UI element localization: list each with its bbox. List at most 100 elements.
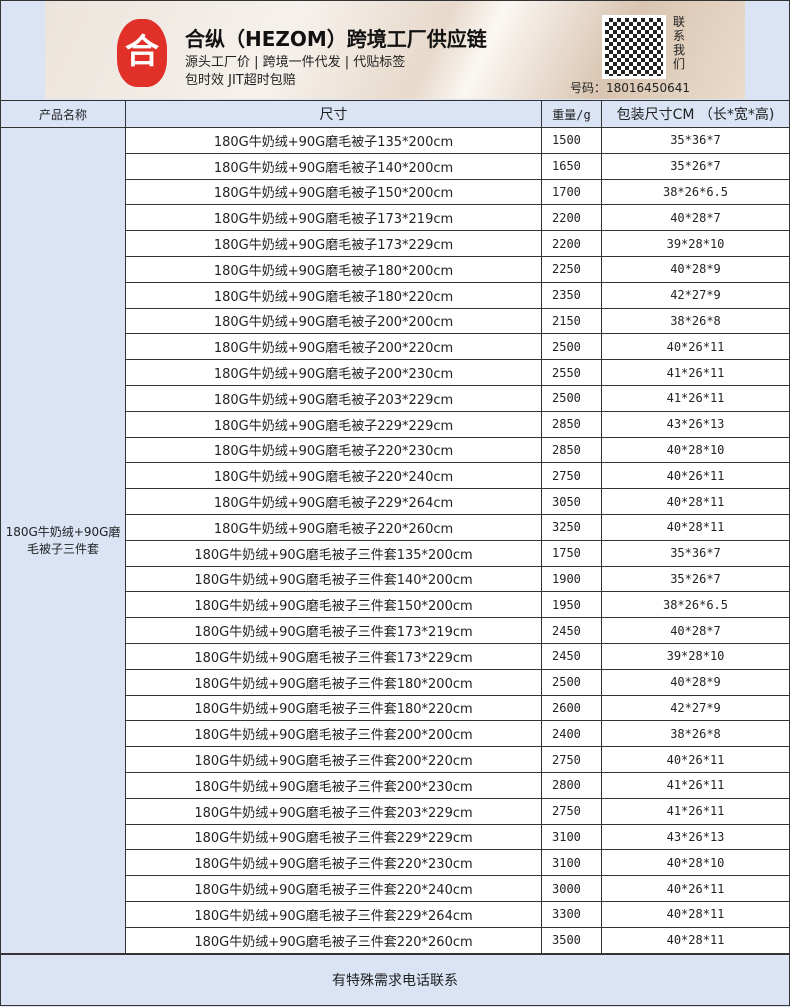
size-cell: 180G牛奶绒+90G磨毛被子135*200cm xyxy=(125,127,542,154)
weight-cell: 2850 xyxy=(541,436,602,464)
size-cell: 180G牛奶绒+90G磨毛被子200*220cm xyxy=(125,333,542,361)
package-cell: 41*26*11 xyxy=(601,384,790,412)
banner-tagline: 源头工厂价 | 跨境一件代发 | 代贴标签 包时效 JIT超时包赔 xyxy=(185,54,405,90)
table-row: 180G牛奶绒+90G磨毛被子三件套180*200cm 2500 40*28*9 xyxy=(1,668,790,696)
weight-cell: 3500 xyxy=(541,926,602,954)
size-cell: 180G牛奶绒+90G磨毛被子三件套150*200cm xyxy=(125,591,542,619)
qr-code-icon xyxy=(602,15,666,79)
size-cell: 180G牛奶绒+90G磨毛被子三件套140*200cm xyxy=(125,565,542,593)
package-cell: 40*26*11 xyxy=(601,875,790,902)
table-row: 180G牛奶绒+90G磨毛被子三件套220*260cm 3500 40*28*11 xyxy=(1,926,790,954)
table-row: 180G牛奶绒+90G磨毛被子三件套 180G牛奶绒+90G磨毛被子135*200… xyxy=(0,127,790,954)
package-cell: 43*26*13 xyxy=(601,410,790,438)
table-row: 180G牛奶绒+90G磨毛被子三件套203*229cm 2750 41*26*11 xyxy=(1,797,790,825)
weight-cell: 2550 xyxy=(541,359,602,386)
table-row: 180G牛奶绒+90G磨毛被子三件套135*200cm 1750 35*36*7 xyxy=(1,539,790,567)
table-row: 180G牛奶绒+90G磨毛被子180*200cm 2250 40*28*9 xyxy=(1,255,790,283)
size-cell: 180G牛奶绒+90G磨毛被子180*200cm xyxy=(125,255,542,283)
package-cell: 38*26*6.5 xyxy=(601,178,790,206)
table-row: 180G牛奶绒+90G磨毛被子173*219cm 2200 40*28*7 xyxy=(1,204,790,232)
weight-cell: 2750 xyxy=(541,797,602,825)
table-row: 180G牛奶绒+90G磨毛被子173*229cm 2200 39*28*10 xyxy=(1,230,790,257)
package-cell: 35*36*7 xyxy=(601,127,790,154)
table-row: 180G牛奶绒+90G磨毛被子三件套150*200cm 1950 38*26*6.5 xyxy=(1,591,790,619)
size-cell: 180G牛奶绒+90G磨毛被子173*229cm xyxy=(125,230,542,257)
size-cell: 180G牛奶绒+90G磨毛被子150*200cm xyxy=(125,178,542,206)
weight-cell: 2400 xyxy=(541,720,602,748)
weight-cell: 2150 xyxy=(541,307,602,335)
package-cell: 35*36*7 xyxy=(601,539,790,567)
weight-cell: 1700 xyxy=(541,178,602,206)
weight-cell: 3000 xyxy=(541,875,602,902)
size-cell: 180G牛奶绒+90G磨毛被子180*220cm xyxy=(125,281,542,309)
size-cell: 180G牛奶绒+90G磨毛被子220*260cm xyxy=(125,513,542,541)
weight-cell: 1500 xyxy=(541,127,602,154)
size-cell: 180G牛奶绒+90G磨毛被子229*264cm xyxy=(125,488,542,515)
size-cell: 180G牛奶绒+90G磨毛被子203*229cm xyxy=(125,384,542,412)
package-cell: 41*26*11 xyxy=(601,797,790,825)
package-cell: 40*28*7 xyxy=(601,204,790,232)
package-cell: 40*28*9 xyxy=(601,668,790,696)
weight-cell: 2500 xyxy=(541,333,602,361)
package-cell: 35*26*7 xyxy=(601,152,790,180)
table-row: 180G牛奶绒+90G磨毛被子三件套173*219cm 2450 40*28*7 xyxy=(1,617,790,644)
weight-cell: 2750 xyxy=(541,746,602,773)
size-cell: 180G牛奶绒+90G磨毛被子229*229cm xyxy=(125,410,542,438)
package-cell: 41*26*11 xyxy=(601,771,790,799)
weight-cell: 2800 xyxy=(541,771,602,799)
size-cell: 180G牛奶绒+90G磨毛被子三件套180*220cm xyxy=(125,694,542,722)
size-cell: 180G牛奶绒+90G磨毛被子三件套173*229cm xyxy=(125,642,542,670)
tagline-1: 源头工厂价 | 跨境一件代发 | 代贴标签 xyxy=(185,55,406,70)
package-cell: 40*28*11 xyxy=(601,900,790,928)
product-name-cell: 180G牛奶绒+90G磨毛被子三件套 xyxy=(0,127,126,954)
size-cell: 180G牛奶绒+90G磨毛被子200*230cm xyxy=(125,359,542,386)
package-cell: 41*26*11 xyxy=(601,359,790,386)
size-cell: 180G牛奶绒+90G磨毛被子三件套229*264cm xyxy=(125,900,542,928)
table-row: 180G牛奶绒+90G磨毛被子三件套173*229cm 2450 39*28*10 xyxy=(1,642,790,670)
weight-cell: 3100 xyxy=(541,849,602,877)
package-cell: 39*28*10 xyxy=(601,642,790,670)
size-cell: 180G牛奶绒+90G磨毛被子173*219cm xyxy=(125,204,542,232)
package-cell: 39*28*10 xyxy=(601,230,790,257)
size-cell: 180G牛奶绒+90G磨毛被子200*200cm xyxy=(125,307,542,335)
table-row: 180G牛奶绒+90G磨毛被子三件套200*220cm 2750 40*26*11 xyxy=(1,746,790,773)
package-cell: 40*28*11 xyxy=(601,488,790,515)
weight-cell: 2750 xyxy=(541,462,602,490)
package-cell: 40*28*9 xyxy=(601,255,790,283)
table-row: 180G牛奶绒+90G磨毛被子203*229cm 2500 41*26*11 xyxy=(1,384,790,412)
size-cell: 180G牛奶绒+90G磨毛被子三件套220*260cm xyxy=(125,926,542,954)
table-row: 180G牛奶绒+90G磨毛被子三件套220*230cm 3100 40*28*10 xyxy=(1,849,790,877)
package-cell: 38*26*8 xyxy=(601,307,790,335)
table-row: 180G牛奶绒+90G磨毛被子200*200cm 2150 38*26*8 xyxy=(1,307,790,335)
package-cell: 40*28*11 xyxy=(601,926,790,954)
table-row: 180G牛奶绒+90G磨毛被子200*230cm 2550 41*26*11 xyxy=(1,359,790,386)
package-cell: 40*26*11 xyxy=(601,333,790,361)
table-row: 180G牛奶绒+90G磨毛被子220*240cm 2750 40*26*11 xyxy=(1,462,790,490)
weight-cell: 2450 xyxy=(541,617,602,644)
weight-cell: 1650 xyxy=(541,152,602,180)
size-cell: 180G牛奶绒+90G磨毛被子三件套200*230cm xyxy=(125,771,542,799)
package-cell: 40*28*11 xyxy=(601,513,790,541)
phone-number: 号码：18016450641 xyxy=(570,81,690,95)
footer-note: 有特殊需求电话联系 xyxy=(0,954,790,1006)
size-cell: 180G牛奶绒+90G磨毛被子三件套229*229cm xyxy=(125,823,542,851)
size-cell: 180G牛奶绒+90G磨毛被子三件套220*240cm xyxy=(125,875,542,902)
weight-cell: 2350 xyxy=(541,281,602,309)
table-row: 180G牛奶绒+90G磨毛被子229*229cm 2850 43*26*13 xyxy=(1,410,790,438)
size-cell: 180G牛奶绒+90G磨毛被子三件套200*220cm xyxy=(125,746,542,773)
table-row: 180G牛奶绒+90G磨毛被子三件套229*264cm 3300 40*28*11 xyxy=(1,900,790,928)
table-row: 180G牛奶绒+90G磨毛被子三件套200*200cm 2400 38*26*8 xyxy=(1,720,790,748)
size-cell: 180G牛奶绒+90G磨毛被子220*230cm xyxy=(125,436,542,464)
weight-cell: 1950 xyxy=(541,591,602,619)
weight-cell: 2450 xyxy=(541,642,602,670)
product-table: 产品名称 尺寸 重量/g 包装尺寸CM （长*宽*高) 180G牛奶绒+90G磨… xyxy=(0,100,790,954)
package-cell: 40*28*7 xyxy=(601,617,790,644)
weight-cell: 3050 xyxy=(541,488,602,515)
size-cell: 180G牛奶绒+90G磨毛被子140*200cm xyxy=(125,152,542,180)
size-cell: 180G牛奶绒+90G磨毛被子三件套180*200cm xyxy=(125,668,542,696)
package-cell: 40*26*11 xyxy=(601,746,790,773)
weight-cell: 2500 xyxy=(541,668,602,696)
size-cell: 180G牛奶绒+90G磨毛被子三件套220*230cm xyxy=(125,849,542,877)
weight-cell: 2600 xyxy=(541,694,602,722)
size-cell: 180G牛奶绒+90G磨毛被子三件套135*200cm xyxy=(125,539,542,567)
